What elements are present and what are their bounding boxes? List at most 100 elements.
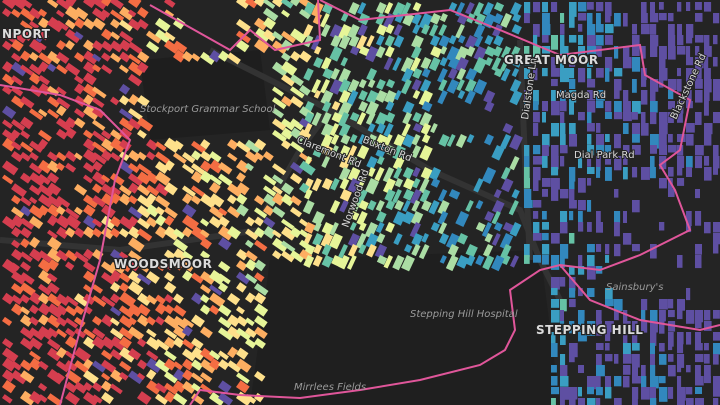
building: [321, 56, 332, 71]
building: [560, 68, 569, 83]
building: [511, 57, 523, 68]
building: [401, 254, 415, 272]
building: [281, 9, 290, 18]
building: [587, 167, 595, 174]
building: [19, 251, 33, 263]
building: [190, 185, 206, 198]
building: [542, 24, 551, 36]
landmark-label: Stepping Hill Hospital: [410, 309, 518, 320]
building: [182, 250, 194, 261]
building: [400, 79, 412, 95]
building: [376, 23, 388, 36]
building: [191, 337, 204, 350]
building: [695, 244, 702, 255]
building: [217, 162, 233, 175]
building: [569, 90, 577, 103]
building: [92, 152, 107, 165]
building: [483, 133, 494, 146]
building: [191, 372, 204, 384]
building: [290, 86, 305, 99]
building: [491, 210, 501, 225]
building: [375, 46, 386, 59]
building: [420, 57, 432, 70]
building: [484, 232, 493, 243]
building: [430, 13, 441, 25]
building: [430, 123, 438, 134]
street-label: Dial Park Rd: [574, 150, 635, 161]
building: [623, 90, 629, 104]
building: [560, 321, 565, 336]
building: [199, 294, 210, 304]
building: [137, 7, 149, 19]
building: [101, 0, 112, 7]
building: [29, 357, 42, 371]
building: [376, 156, 385, 165]
building: [338, 68, 351, 84]
building: [430, 177, 441, 188]
building: [73, 17, 86, 29]
building: [74, 152, 83, 161]
building: [137, 163, 152, 176]
building: [551, 68, 560, 77]
building: [20, 151, 31, 162]
landmark-label: Stockport Grammar School: [140, 104, 276, 115]
building: [641, 112, 646, 124]
building: [110, 96, 120, 106]
building: [668, 145, 677, 153]
building: [109, 261, 125, 275]
building: [2, 379, 16, 394]
building: [20, 172, 32, 184]
building: [227, 152, 238, 162]
building: [272, 118, 287, 131]
building: [560, 354, 566, 367]
building: [623, 156, 628, 165]
building: [118, 315, 134, 329]
building: [596, 13, 601, 26]
building: [465, 67, 478, 82]
building: [411, 35, 424, 50]
building: [560, 46, 569, 59]
building: [10, 294, 23, 305]
building: [136, 205, 152, 219]
building: [191, 393, 205, 405]
building: [650, 13, 659, 23]
building: [428, 199, 440, 215]
building: [338, 23, 352, 41]
building: [101, 28, 114, 41]
building: [466, 134, 475, 144]
building: [464, 34, 478, 50]
building: [533, 156, 542, 165]
building: [348, 2, 360, 16]
building: [119, 117, 135, 132]
building: [20, 196, 32, 207]
building: [569, 233, 575, 244]
building: [173, 392, 188, 405]
building: [650, 101, 658, 113]
building: [1, 119, 13, 129]
building: [493, 12, 504, 25]
building: [11, 283, 24, 295]
building: [659, 178, 667, 189]
building: [244, 139, 261, 154]
building: [10, 52, 22, 63]
building: [172, 259, 184, 271]
building: [73, 251, 89, 264]
building: [155, 17, 171, 32]
building: [704, 68, 711, 81]
building: [596, 376, 601, 391]
building: [695, 189, 700, 199]
building: [322, 68, 334, 80]
building: [28, 151, 39, 161]
building: [137, 61, 149, 73]
building: [236, 19, 251, 32]
building: [457, 90, 466, 100]
building: [164, 262, 173, 271]
building: [101, 380, 113, 392]
building: [524, 167, 530, 180]
building: [2, 105, 17, 119]
building: [605, 255, 610, 263]
building: [164, 371, 178, 384]
building: [340, 134, 351, 145]
building: [560, 112, 565, 125]
building: [83, 328, 96, 340]
